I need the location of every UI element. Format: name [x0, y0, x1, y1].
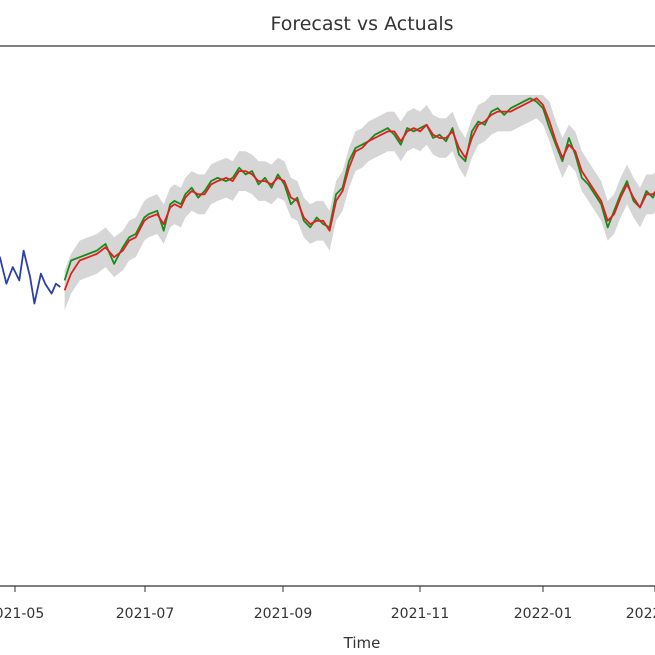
forecast-interval-band	[64, 95, 655, 311]
actual-series-line	[63, 97, 655, 281]
x-tick-layer: 2021-05 2021-07 2021-09 2021-11 2022-01 2022-…	[0, 586, 655, 622]
x-axis-label: Time	[343, 634, 381, 652]
x-tick-label: 2021-07	[116, 606, 175, 622]
history-series-line	[0, 249, 61, 305]
x-tick-label: 2022-03	[626, 606, 655, 622]
x-tick-label: 2021-05	[0, 606, 44, 622]
x-tick-label: 2021-09	[254, 606, 313, 622]
chart-title: Forecast vs Actuals	[270, 13, 453, 35]
x-tick-label: 2022-01	[514, 606, 573, 622]
x-tick-label: 2021-11	[391, 606, 450, 622]
confidence-band-layer	[64, 95, 655, 311]
series-line-layer	[0, 97, 655, 305]
forecast-series-line	[63, 97, 655, 291]
